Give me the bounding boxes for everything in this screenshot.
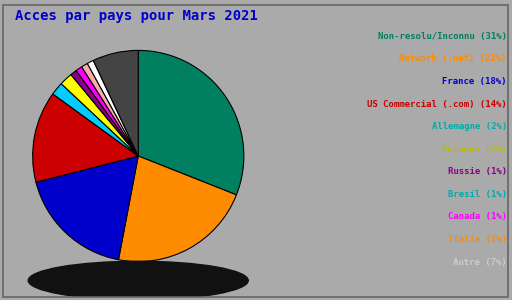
Wedge shape <box>88 61 138 156</box>
Text: Italie (1%): Italie (1%) <box>448 235 507 244</box>
Text: Canada (1%): Canada (1%) <box>448 212 507 221</box>
Text: Russie (1%): Russie (1%) <box>448 167 507 176</box>
Wedge shape <box>81 64 138 156</box>
Wedge shape <box>71 70 138 156</box>
Text: Non-resolu/Inconnu (31%): Non-resolu/Inconnu (31%) <box>378 32 507 41</box>
Text: Network (.net) (22%): Network (.net) (22%) <box>399 55 507 64</box>
Wedge shape <box>76 67 138 156</box>
Text: Bresil (1%): Bresil (1%) <box>448 190 507 199</box>
Wedge shape <box>118 156 237 262</box>
Wedge shape <box>138 50 244 195</box>
Text: Pologne (2%): Pologne (2%) <box>442 145 507 154</box>
Text: France (18%): France (18%) <box>442 77 507 86</box>
Wedge shape <box>61 75 138 156</box>
Text: Autre (7%): Autre (7%) <box>453 257 507 266</box>
Text: Acces par pays pour Mars 2021: Acces par pays pour Mars 2021 <box>15 9 258 23</box>
Wedge shape <box>33 94 138 182</box>
Wedge shape <box>36 156 138 260</box>
Wedge shape <box>93 50 138 156</box>
Wedge shape <box>53 84 138 156</box>
Ellipse shape <box>28 261 248 300</box>
Text: Allemagne (2%): Allemagne (2%) <box>432 122 507 131</box>
Text: US Commercial (.com) (14%): US Commercial (.com) (14%) <box>367 100 507 109</box>
